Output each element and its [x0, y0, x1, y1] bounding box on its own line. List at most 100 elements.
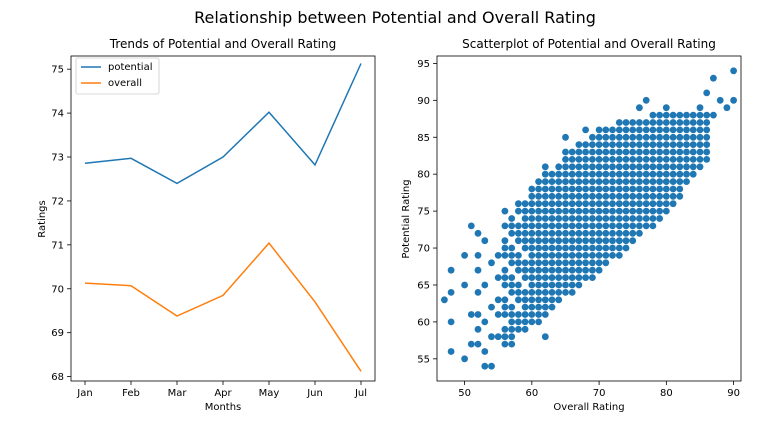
line-chart-frame: [70, 55, 376, 382]
scatter-point: [548, 178, 556, 186]
scatter-point: [629, 222, 637, 230]
scatter-point: [615, 252, 623, 259]
scatter-point: [696, 111, 704, 119]
scatter-point: [562, 252, 569, 259]
scatter-chart-ylabel: Potential Rating: [401, 179, 412, 258]
scatter-point: [602, 200, 610, 208]
scatter-point: [535, 222, 542, 230]
scatter-point: [662, 111, 670, 119]
scatter-point: [636, 200, 643, 208]
scatter-chart-xlabel: Overall Rating: [553, 402, 624, 413]
scatter-point: [656, 215, 663, 222]
scatter-point: [575, 178, 583, 186]
scatter-point: [676, 192, 684, 200]
scatter-point: [636, 156, 643, 163]
scatter-point: [447, 318, 455, 326]
scatter-point: [689, 133, 697, 141]
scatter-point: [689, 141, 697, 149]
scatter-point: [615, 178, 623, 186]
legend-potential-label: potential: [108, 62, 152, 73]
scatter-point: [683, 156, 690, 163]
scatter-point: [622, 119, 630, 126]
scatter-point: [589, 244, 596, 252]
scatter-point: [582, 259, 589, 267]
scatter-point: [696, 104, 704, 112]
scatter-point: [548, 244, 556, 252]
scatter-point: [649, 207, 657, 215]
line-chart-xtick-label: Jan: [76, 388, 92, 399]
scatter-point: [508, 289, 516, 296]
scatter-point: [582, 170, 589, 178]
scatter-point: [501, 281, 509, 289]
scatter-point: [515, 296, 522, 304]
line-chart: Trends of Potential and Overall Rating J…: [37, 37, 376, 413]
scatter-point: [582, 148, 589, 156]
scatter-point: [515, 318, 522, 326]
scatter-point: [622, 170, 630, 178]
scatter-point: [683, 170, 690, 178]
scatter-point: [602, 192, 610, 200]
scatter-point: [689, 111, 697, 119]
scatter-point: [622, 244, 630, 252]
scatter-point: [508, 340, 516, 348]
scatter-point: [595, 156, 603, 163]
scatter-point: [730, 67, 737, 75]
scatter-point: [649, 192, 657, 200]
scatter-point: [629, 237, 637, 245]
scatter-point: [629, 170, 637, 178]
scatter-point: [649, 185, 657, 193]
line-chart-series: [84, 63, 362, 372]
scatter-point: [528, 185, 536, 193]
scatter-point: [636, 170, 643, 178]
scatter-point: [555, 215, 563, 222]
scatter-point: [474, 289, 482, 296]
scatter-point: [582, 252, 589, 259]
scatter-point: [575, 200, 583, 208]
scatter-point: [696, 148, 704, 156]
scatter-point: [555, 296, 563, 304]
scatter-point: [669, 126, 677, 134]
scatter-xtick-label: 50: [458, 388, 471, 399]
scatter-point: [589, 133, 596, 141]
scatter-point: [481, 237, 489, 245]
scatter-point: [589, 274, 596, 281]
scatter-point: [656, 185, 663, 193]
scatter-point: [474, 229, 482, 237]
scatter-point: [541, 266, 549, 274]
scatter-point: [642, 200, 650, 208]
scatter-point: [703, 89, 711, 97]
scatter-point: [629, 229, 637, 237]
scatter-point: [494, 311, 502, 318]
scatter-point: [548, 215, 556, 222]
scatter-point: [602, 252, 610, 259]
scatter-point: [501, 311, 509, 318]
scatter-point: [521, 266, 529, 274]
scatter-point: [622, 163, 630, 171]
scatter-point: [609, 215, 616, 222]
line-series-potential: [84, 63, 362, 185]
scatter-point: [568, 266, 576, 274]
scatter-point: [541, 178, 549, 186]
scatter-point: [589, 207, 596, 215]
scatter-point: [629, 178, 637, 186]
scatter-point: [535, 215, 542, 222]
scatter-point: [441, 296, 448, 304]
scatter-point: [488, 362, 495, 370]
scatter-point: [568, 281, 576, 289]
scatter-point: [662, 178, 670, 186]
scatter-point: [676, 156, 684, 163]
scatter-point: [669, 119, 677, 126]
scatter-point: [669, 156, 677, 163]
scatter-point: [696, 119, 704, 126]
scatter-point: [609, 163, 616, 171]
scatter-point: [515, 289, 522, 296]
scatter-point: [636, 222, 643, 230]
scatter-point: [716, 96, 724, 104]
scatter-point: [515, 222, 522, 230]
scatter-point: [535, 178, 542, 186]
scatter-point: [609, 133, 616, 141]
scatter-point: [683, 148, 690, 156]
scatter-point: [615, 119, 623, 126]
scatter-point: [595, 133, 603, 141]
scatter-point: [528, 289, 536, 296]
